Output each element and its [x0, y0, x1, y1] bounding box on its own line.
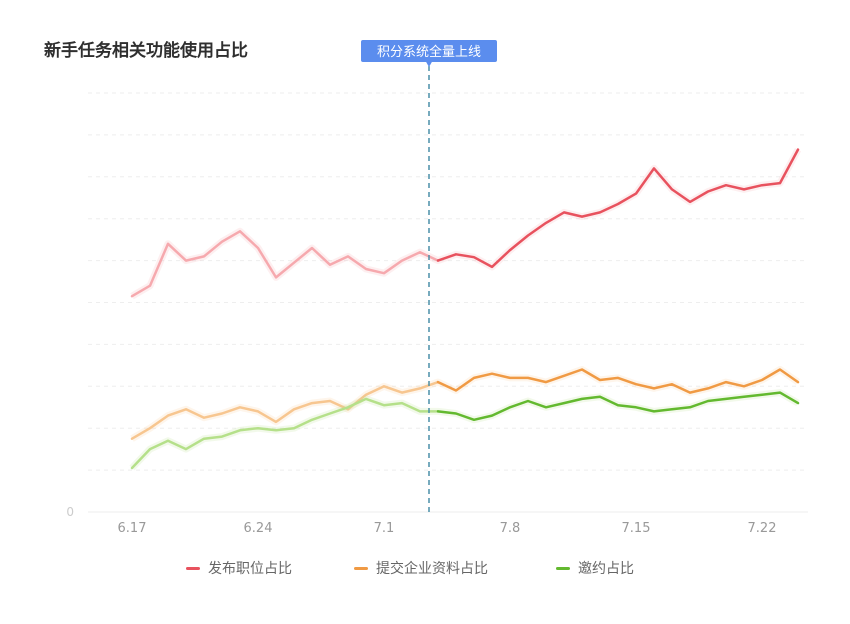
- series-lines: [129, 147, 802, 471]
- series-glow: [130, 147, 802, 300]
- x-tick-label: 6.24: [244, 521, 273, 536]
- x-tick-label: 6.17: [118, 521, 147, 536]
- x-tick-label: 7.8: [500, 521, 521, 536]
- legend-swatch: [186, 566, 200, 570]
- series-line-before: [130, 380, 440, 440]
- legend-swatch: [354, 566, 368, 570]
- legend-item-submit[interactable]: 提交企业资料占比: [354, 558, 488, 578]
- legend: 发布职位占比 提交企业资料占比 邀约占比: [0, 558, 850, 582]
- series-line-before: [130, 230, 440, 298]
- legend-swatch: [556, 566, 570, 570]
- series-line-after: [436, 368, 800, 394]
- x-tick-label: 7.22: [748, 521, 777, 536]
- marker-label-box: [361, 40, 497, 62]
- legend-item-release[interactable]: 发布职位占比: [186, 558, 292, 578]
- series-line-after: [436, 391, 800, 422]
- launch-marker: 积分系统全量上线: [361, 40, 497, 512]
- marker-label: 积分系统全量上线: [377, 44, 481, 60]
- grid-lines: [88, 92, 808, 513]
- legend-label: 邀约占比: [578, 561, 634, 577]
- y-axis-ticks: 0: [66, 505, 74, 519]
- series-line-after: [436, 148, 800, 269]
- legend-label: 提交企业资料占比: [376, 561, 488, 577]
- legend-item-invite[interactable]: 邀约占比: [556, 558, 634, 578]
- chart-title: 新手任务相关功能使用占比: [44, 41, 248, 61]
- x-tick-label: 7.15: [622, 521, 651, 536]
- legend-label: 发布职位占比: [208, 561, 292, 577]
- y-tick-label: 0: [66, 505, 74, 519]
- series-line-before: [130, 397, 440, 470]
- x-axis-ticks: 6.176.247.17.87.157.227.29: [118, 521, 777, 536]
- x-tick-label: 7.1: [374, 521, 395, 536]
